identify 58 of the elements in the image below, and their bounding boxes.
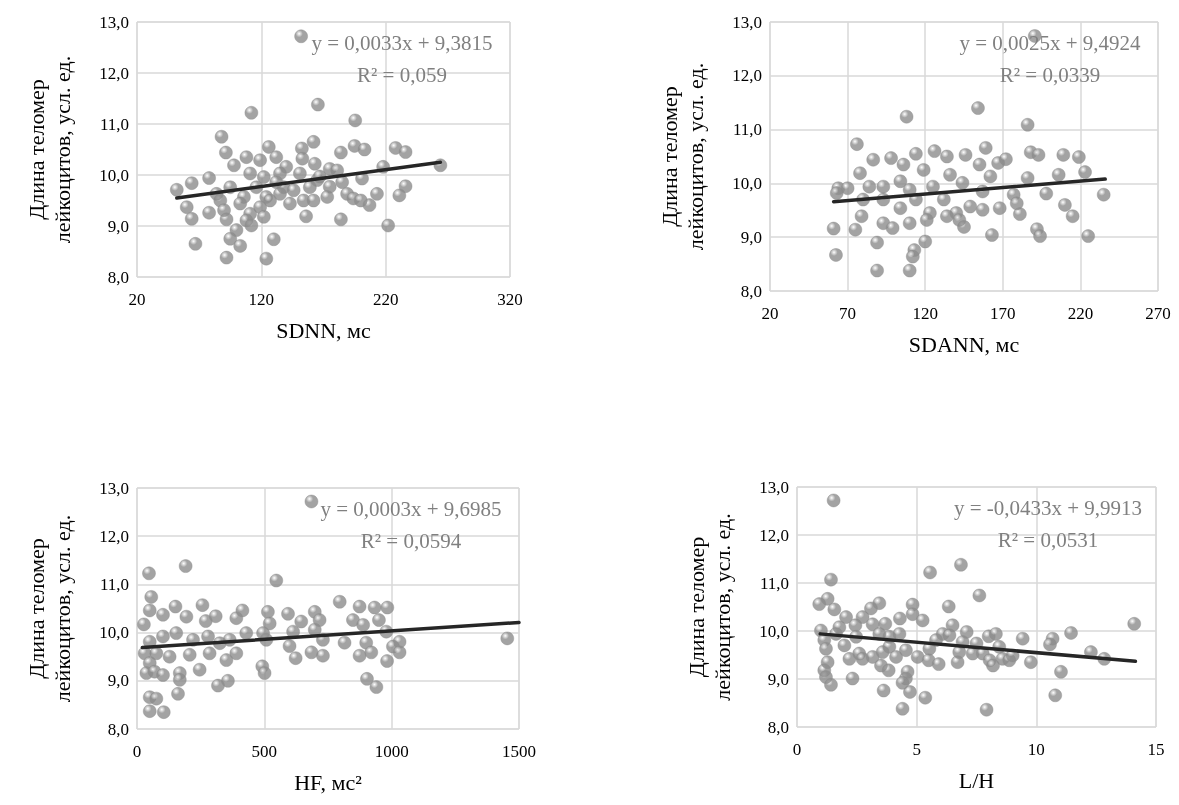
x-tick-label: 0 — [132, 742, 142, 761]
annotation: y = 0,0033x + 9,3815 — [311, 30, 493, 55]
y-tick-label: 8,0 — [767, 717, 789, 737]
x-tick-label: 500 — [251, 742, 278, 761]
annotation: y = -0,0433x + 9,9913 — [953, 495, 1143, 520]
annotation: R² = 0,0594 — [360, 528, 462, 553]
x-tick-label: 320 — [497, 290, 523, 309]
y-tick-label: 12,0 — [99, 526, 129, 546]
y-tick-label: 11,0 — [99, 114, 129, 134]
y-axis-title: Длина теломер лейкоцитов, усл. ед. — [23, 55, 75, 244]
annotation: R² = 0,059 — [357, 62, 447, 87]
x-tick-label: 15 — [1147, 740, 1165, 759]
y-tick-label: 10,0 — [732, 173, 762, 193]
y-tick-label: 10,0 — [99, 623, 129, 643]
y-tick-label: 8,0 — [107, 719, 129, 739]
annotation: y = 0,0003x + 9,6985 — [320, 496, 502, 521]
annotation: R² = 0,0531 — [997, 527, 1099, 552]
y-tick-label: 13,0 — [99, 12, 129, 32]
x-axis-title: SDANN, мс — [908, 331, 1020, 357]
x-axis-title: HF, мс² — [294, 769, 363, 795]
x-tick-label: 220 — [372, 290, 399, 309]
x-tick-label: 5 — [912, 740, 921, 759]
annotation: y = 0,0025x + 9,4924 — [959, 30, 1142, 55]
x-tick-label: 270 — [1145, 304, 1171, 323]
y-tick-label: 11,0 — [759, 573, 789, 593]
y-tick-label: 9,0 — [740, 227, 762, 247]
x-axis-title: L/H — [958, 767, 995, 793]
y-tick-label: 11,0 — [99, 574, 129, 594]
x-tick-label: 20 — [128, 290, 146, 309]
y-tick-label: 13,0 — [732, 12, 762, 32]
y-axis-title: Длина теломер лейкоцитов, усл. ед. — [23, 514, 75, 703]
x-tick-label: 0 — [792, 740, 802, 759]
x-tick-label: 20 — [761, 304, 779, 323]
y-tick-label: 10,0 — [99, 165, 129, 185]
y-tick-label: 12,0 — [759, 525, 789, 545]
x-tick-label: 1500 — [502, 742, 536, 761]
y-tick-label: 9,0 — [767, 669, 789, 689]
y-tick-label: 12,0 — [732, 66, 762, 86]
y-tick-label: 13,0 — [99, 478, 129, 498]
y-axis-title: Длина теломер лейкоцитов, усл. ед. — [656, 62, 708, 251]
x-tick-label: 70 — [839, 304, 857, 323]
y-tick-label: 8,0 — [107, 267, 129, 287]
y-tick-label: 8,0 — [740, 281, 762, 301]
y-tick-label: 11,0 — [732, 120, 762, 140]
x-tick-label: 170 — [990, 304, 1016, 323]
x-axis-title: SDNN, мс — [276, 317, 372, 343]
annotation: R² = 0,0339 — [999, 62, 1101, 87]
x-tick-label: 120 — [912, 304, 938, 323]
x-tick-label: 1000 — [374, 742, 409, 761]
y-tick-label: 9,0 — [107, 216, 129, 236]
y-tick-label: 12,0 — [99, 63, 129, 83]
y-tick-label: 13,0 — [759, 477, 789, 497]
x-tick-label: 120 — [248, 290, 275, 309]
x-tick-label: 220 — [1067, 304, 1094, 323]
y-axis-title: Длина теломер лейкоцитов, усл. ед. — [683, 513, 735, 701]
y-tick-label: 9,0 — [107, 671, 129, 691]
x-tick-label: 10 — [1027, 740, 1045, 759]
y-tick-label: 10,0 — [759, 621, 789, 641]
